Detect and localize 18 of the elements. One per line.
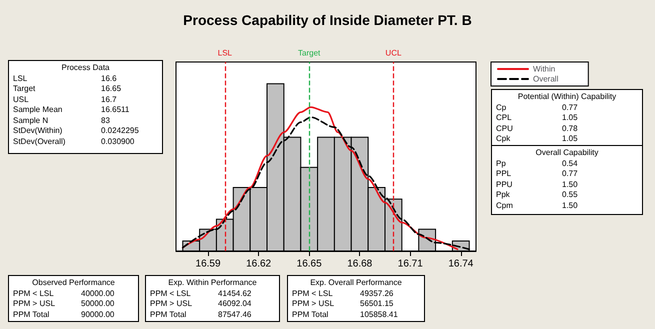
- text-panel: Exp. Within Performance PPM < LSL 41454.62 PPM > USL 46092.04 PPM Total 87547.46: [145, 275, 280, 322]
- ref-line-label: LSL: [218, 48, 233, 58]
- ref-line-label: UCL: [385, 48, 402, 58]
- x-tick-label: 16.71: [398, 258, 424, 270]
- legend-label: Overall: [533, 74, 559, 84]
- x-tick-label: 16.68: [347, 258, 373, 270]
- text-panel: Exp. Overall Performance PPM < LSL 49357.26 PPM > USL 56501.15 PPM Total 105858.41: [287, 275, 425, 322]
- text-panel: Overall Capability Pp 0.54 PPL 0.77 PPU 1.50 Ppk 0.55 Cpm 1.50: [491, 145, 643, 215]
- legend-label: Within: [533, 64, 556, 74]
- text-panel: Process Data LSL 16.6 Target 16.65 USL 16.7 Sample Mean 16.6511 Sample N 83 StDev(Within) 0.0242295 StDev(Overall) 0.030900: [8, 60, 163, 154]
- x-tick-label: 16.74: [448, 258, 474, 270]
- x-tick-label: 16.65: [296, 258, 322, 270]
- chart-title: Process Capability of Inside Diameter PT. B: [183, 12, 472, 28]
- x-tick-label: 16.59: [196, 258, 221, 270]
- x-tick-label: 16.62: [246, 258, 272, 270]
- text-panel: Observed Performance PPM < LSL 40000.00 PPM > USL 50000.00 PPM Total 90000.00: [8, 275, 139, 322]
- ref-line-label: Target: [298, 48, 322, 58]
- text-panel: Potential (Within) Capability Cp 0.77 CPL 1.05 CPU 0.78 Cpk 1.05: [491, 89, 643, 146]
